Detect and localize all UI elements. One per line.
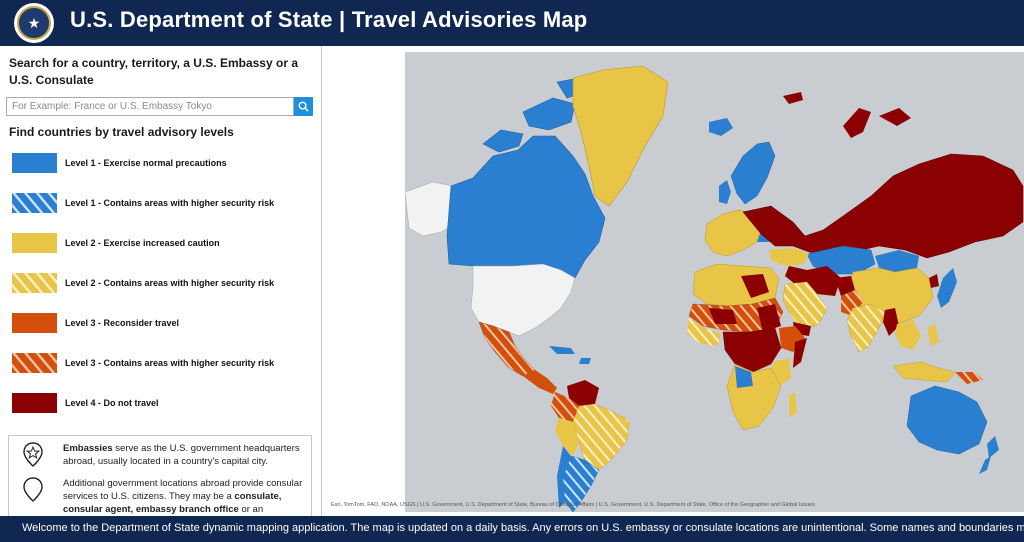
legend-label: Level 1 - Exercise normal precautions: [65, 158, 227, 168]
legend-label: Level 1 - Contains areas with higher sec…: [65, 198, 275, 208]
central-africa[interactable]: [722, 327, 782, 373]
madagascar[interactable]: [789, 392, 797, 418]
canada[interactable]: [446, 135, 606, 279]
iran[interactable]: [807, 266, 841, 296]
united-kingdom[interactable]: [719, 180, 731, 204]
west-africa-coast[interactable]: [687, 318, 721, 346]
embassies-description: serve as the U.S. government headquarter…: [63, 443, 300, 467]
scandinavia[interactable]: [730, 141, 776, 205]
angola-drc[interactable]: [735, 366, 753, 388]
department-of-state-seal-icon: ★: [14, 3, 54, 43]
location-info-box: Embassies serve as the U.S. government h…: [8, 435, 312, 516]
myanmar[interactable]: [883, 308, 899, 336]
mali-niger[interactable]: [709, 308, 737, 324]
russia[interactable]: [742, 153, 1024, 259]
location-pin-icon: [23, 477, 43, 502]
legend-level1[interactable]: Level 1 - Exercise normal precautions: [12, 153, 312, 173]
central-america[interactable]: [523, 370, 557, 394]
iraq-syria[interactable]: [785, 266, 807, 284]
embassy-star-pin-icon: [23, 442, 43, 467]
indonesia[interactable]: [892, 361, 956, 383]
embassies-label: Embassies: [63, 443, 113, 454]
legend-level4[interactable]: Level 4 - Do not travel: [12, 393, 312, 413]
alaska[interactable]: [404, 181, 454, 237]
level3-hatched-swatch: [12, 353, 57, 373]
papua[interactable]: [955, 372, 983, 384]
sudan[interactable]: [757, 304, 781, 332]
level2-hatched-swatch: [12, 273, 57, 293]
australia[interactable]: [906, 385, 988, 455]
app-header: ★ U.S. Department of State | Travel Advi…: [0, 0, 1024, 46]
sidebar-panel: Search for a country, territory, a U.S. …: [0, 46, 322, 516]
search-icon: [298, 101, 309, 112]
legend-level2-hatched[interactable]: Level 2 - Contains areas with higher sec…: [12, 273, 312, 293]
footer-banner: Welcome to the Department of State dynam…: [0, 516, 1024, 542]
embassies-info: Embassies serve as the U.S. government h…: [21, 442, 306, 468]
map-attribution: Esri, TomTom, FAO, NOAA, USGS | U.S. Gov…: [331, 502, 815, 508]
caribbean[interactable]: [549, 346, 591, 364]
level1-swatch: [12, 153, 57, 173]
legend-level2[interactable]: Level 2 - Exercise increased caution: [12, 233, 312, 253]
colombia[interactable]: [551, 392, 579, 422]
iceland[interactable]: [709, 118, 733, 136]
level1-hatched-swatch: [12, 193, 57, 213]
greenland[interactable]: [572, 65, 669, 207]
legend-label: Level 2 - Contains areas with higher sec…: [65, 278, 275, 288]
footer-banner-text: Welcome to the Department of State dynam…: [22, 522, 1024, 534]
search-label: Search for a country, territory, a U.S. …: [9, 56, 298, 87]
afghanistan[interactable]: [835, 276, 855, 296]
legend-label: Level 4 - Do not travel: [65, 398, 159, 408]
level4-swatch: [12, 393, 57, 413]
philippines[interactable]: [927, 324, 939, 346]
southeast-asia[interactable]: [895, 320, 921, 350]
legend-level3-hatched[interactable]: Level 3 - Contains areas with higher sec…: [12, 353, 312, 373]
level3-swatch: [12, 313, 57, 333]
legend-level3[interactable]: Level 3 - Reconsider travel: [12, 313, 312, 333]
level2-swatch: [12, 233, 57, 253]
venezuela[interactable]: [567, 380, 599, 406]
legend-label: Level 2 - Exercise increased caution: [65, 238, 220, 248]
libya[interactable]: [741, 274, 769, 298]
peru-bolivia[interactable]: [555, 418, 579, 456]
page-title: U.S. Department of State | Travel Adviso…: [70, 7, 588, 32]
other-locations-info: Additional government locations abroad p…: [21, 477, 306, 516]
arabian-peninsula[interactable]: [782, 281, 828, 331]
levels-heading: Find countries by travel advisory levels: [9, 125, 234, 139]
search-button[interactable]: [294, 97, 313, 116]
other-locations-text-end: or an: [238, 504, 264, 515]
turkey[interactable]: [769, 248, 809, 266]
other-locations-types: consulate, consular agent, embassy branc…: [63, 491, 282, 515]
russian-arctic-islands[interactable]: [783, 92, 911, 138]
mongolia[interactable]: [875, 250, 919, 272]
somalia[interactable]: [793, 338, 807, 368]
north-korea[interactable]: [929, 274, 939, 288]
legend-label: Level 3 - Reconsider travel: [65, 318, 180, 328]
other-locations-text: Additional government locations abroad p…: [63, 478, 303, 502]
search-input[interactable]: [6, 97, 294, 116]
japan[interactable]: [937, 268, 957, 308]
india[interactable]: [846, 303, 886, 353]
legend-level1-hatched[interactable]: Level 1 - Contains areas with higher sec…: [12, 193, 312, 213]
united-states[interactable]: [470, 263, 576, 337]
argentina[interactable]: [562, 455, 600, 513]
chile[interactable]: [557, 446, 571, 508]
travel-advisory-map[interactable]: Esri, TomTom, FAO, NOAA, USGS | U.S. Gov…: [323, 46, 1024, 516]
legend-label: Level 3 - Contains areas with higher sec…: [65, 358, 275, 368]
new-zealand[interactable]: [979, 436, 999, 474]
world-map[interactable]: [323, 46, 1024, 516]
southern-africa[interactable]: [726, 363, 782, 431]
